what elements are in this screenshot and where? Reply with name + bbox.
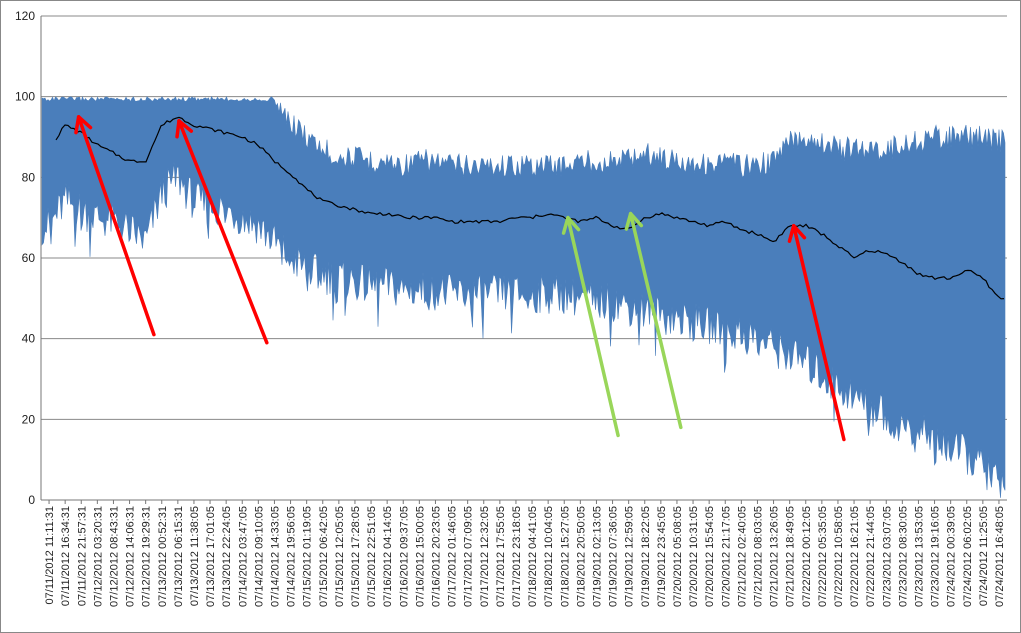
x-tick-label: 07/24/2012 16:48:05 (994, 506, 1006, 607)
annotation-arrowhead-2 (561, 215, 581, 235)
x-tick-label: 07/16/2012 09:37:05 (398, 506, 410, 607)
x-tick-label: 07/23/2012 08:30:05 (897, 506, 909, 607)
annotation-arrowhead-0 (74, 115, 93, 135)
x-tick-label: 07/12/2012 03:20:31 (92, 506, 104, 607)
x-tick-label: 07/18/2012 20:50:05 (575, 506, 587, 607)
x-tick-label: 07/24/2012 06:02:05 (962, 506, 974, 607)
x-tick-label: 07/20/2012 21:17:05 (720, 506, 732, 607)
annotation-arrowhead-4 (787, 223, 807, 243)
x-tick-label: 07/15/2012 17:28:05 (350, 506, 362, 607)
x-tick-label: 07/22/2012 00:12:05 (801, 506, 813, 607)
x-tick-label: 07/16/2012 15:00:05 (414, 506, 426, 607)
series-line-0 (55, 116, 1005, 300)
x-tick-label: 07/18/2012 10:04:05 (543, 506, 555, 607)
x-tick-label: 07/20/2012 05:08:05 (672, 506, 684, 607)
x-tick-label: 07/11/2012 11:11:31 (44, 506, 56, 604)
x-tick-label: 07/24/2012 00:39:05 (946, 506, 958, 607)
annotation-arrow-3 (628, 211, 683, 430)
x-tick-label: 07/13/2012 00:52:31 (157, 506, 169, 607)
x-tick-label: 07/20/2012 10:31:05 (688, 506, 700, 607)
x-tick-label: 07/17/2012 07:09:05 (463, 506, 475, 607)
x-tick-label: 07/13/2012 22:24:05 (221, 506, 233, 607)
x-tick-label: 07/22/2012 05:35:05 (817, 506, 829, 607)
x-tick-label: 07/17/2012 17:55:05 (495, 506, 507, 607)
x-tick-label: 07/21/2012 08:03:05 (752, 506, 764, 607)
x-tick-label: 07/11/2012 16:34:31 (60, 506, 72, 606)
y-tick-label-120: 120 (15, 9, 35, 23)
y-tick-label-0: 0 (28, 493, 35, 507)
x-tick-label: 07/16/2012 04:14:05 (382, 506, 394, 607)
x-tick-label: 07/22/2012 21:44:05 (865, 506, 877, 607)
annotation-arrowhead-1 (175, 119, 194, 139)
x-tick-label: 07/17/2012 01:46:05 (447, 506, 459, 607)
x-tick-label: 07/14/2012 09:10:05 (253, 506, 265, 607)
x-tick-label: 07/18/2012 15:27:05 (559, 506, 571, 607)
x-tick-label: 07/19/2012 02:13:05 (591, 506, 603, 607)
x-tick-label: 07/15/2012 12:05:05 (334, 506, 346, 607)
x-tick-label: 07/21/2012 02:40:05 (736, 506, 748, 607)
x-tick-label: 07/19/2012 23:45:05 (656, 506, 668, 607)
x-tick-label: 07/13/2012 06:15:31 (173, 506, 185, 607)
y-tick-label-80: 80 (22, 170, 36, 184)
x-tick-label: 07/15/2012 06:42:05 (318, 506, 330, 607)
x-tick-label: 07/19/2012 12:59:05 (624, 506, 636, 607)
x-tick-label: 07/15/2012 01:19:05 (302, 506, 314, 607)
x-tick-label: 07/20/2012 15:54:05 (704, 506, 716, 607)
x-tick-label: 07/19/2012 07:36:05 (608, 506, 620, 607)
x-tick-label: 07/14/2012 03:47:05 (237, 506, 249, 607)
x-tick-label: 07/18/2012 04:41:05 (527, 506, 539, 607)
x-tick-label: 07/23/2012 19:16:05 (930, 506, 942, 607)
x-tick-label: 07/23/2012 03:07:05 (881, 506, 893, 607)
x-tick-label: 07/12/2012 14:06:31 (125, 506, 137, 607)
annotation-arrow-1 (177, 119, 269, 345)
x-tick-label: 07/17/2012 12:32:05 (479, 506, 491, 607)
annotation-arrow-0 (76, 115, 156, 337)
annotation-arrow-2 (566, 215, 620, 438)
y-tick-label-40: 40 (22, 332, 36, 346)
x-tick-label: 07/22/2012 16:21:05 (849, 506, 861, 607)
y-tick-label-60: 60 (22, 251, 36, 265)
x-tick-label: 07/16/2012 20:23:05 (430, 506, 442, 607)
x-tick-label: 07/17/2012 23:18:05 (511, 506, 523, 607)
series-band-area (41, 95, 1006, 498)
x-tick-label: 07/21/2012 18:49:05 (785, 506, 797, 607)
x-tick-label: 07/19/2012 18:22:05 (640, 506, 652, 607)
x-tick-label: 07/13/2012 17:01:05 (205, 506, 217, 607)
y-tick-label-20: 20 (22, 412, 36, 426)
x-tick-label: 07/23/2012 13:53:05 (913, 506, 925, 607)
x-tick-label: 07/21/2012 13:26:05 (769, 506, 781, 607)
x-tick-label: 07/15/2012 22:51:05 (366, 506, 378, 607)
x-tick-label: 07/11/2012 21:57:31 (76, 506, 88, 606)
x-tick-label: 07/13/2012 11:38:05 (189, 506, 201, 606)
x-tick-label: 07/14/2012 19:56:05 (286, 506, 298, 607)
x-tick-label: 07/12/2012 08:43:31 (108, 506, 120, 607)
x-tick-label: 07/14/2012 14:33:05 (269, 506, 281, 607)
x-tick-label: 07/12/2012 19:29:31 (141, 506, 153, 607)
y-tick-label-100: 100 (15, 90, 35, 104)
x-tick-label: 07/24/2012 11:25:05 (978, 506, 990, 606)
annotation-arrow-4 (791, 223, 846, 442)
x-tick-label: 07/22/2012 10:58:05 (833, 506, 845, 607)
annotation-arrowhead-3 (624, 211, 644, 231)
